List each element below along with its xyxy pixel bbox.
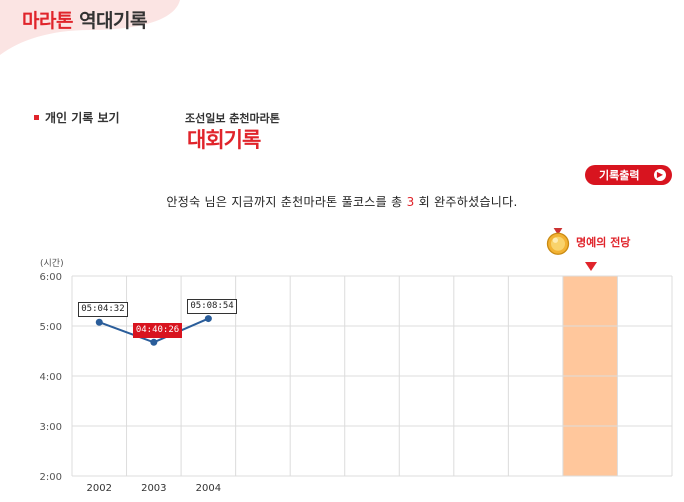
x-tick-label: 2004 (196, 483, 221, 494)
y-tick-label: 2:00 (40, 472, 62, 483)
data-point (204, 315, 212, 323)
y-tick-label: 4:00 (40, 372, 62, 383)
y-tick-label: 5:00 (40, 322, 62, 333)
y-tick-label: 3:00 (40, 422, 62, 433)
x-tick-label: 2002 (87, 483, 112, 494)
x-tick-label: 2003 (141, 483, 166, 494)
page-title-red: 마라톤 (22, 10, 73, 32)
completion-count: 3 (406, 195, 415, 209)
best-time-label: 04:40:26 (132, 323, 183, 339)
personal-records-link[interactable]: 개인 기록 보기 (34, 109, 120, 126)
arrow-right-icon: ▶ (654, 169, 666, 181)
page-title-dark: 역대기록 (79, 10, 147, 32)
event-title: 대회기록 (187, 128, 261, 152)
summary-suffix: 회 완주하셨습니다. (418, 195, 518, 209)
hall-of-fame-label: 명예의 전당 (576, 236, 631, 249)
header-decoration (0, 0, 180, 55)
print-record-label: 기록출력 (599, 169, 640, 182)
y-tick-label: 6:00 (40, 272, 62, 283)
time-label: 05:08:54 (187, 298, 237, 314)
page-title: 마라톤 역대기록 (22, 6, 147, 33)
bullet-icon (34, 115, 39, 120)
data-point (150, 338, 158, 346)
data-point (95, 318, 103, 326)
print-record-button[interactable]: 기록출력 ▶ (585, 165, 672, 185)
hall-of-fame[interactable]: 명예의 전당 (544, 228, 630, 256)
event-subtitle: 조선일보 춘천마라톤 (185, 112, 280, 125)
personal-records-label: 개인 기록 보기 (45, 111, 120, 125)
time-label: 05:04:32 (78, 302, 128, 318)
y-axis-unit: (시간) (40, 259, 64, 269)
down-arrow-icon (585, 262, 597, 271)
medal-icon (546, 228, 570, 255)
summary-prefix: 안정숙 님은 지금까지 춘천마라톤 풀코스를 총 (166, 195, 403, 209)
completion-summary: 안정숙 님은 지금까지 춘천마라톤 풀코스를 총 3 회 완주하셨습니다. (0, 193, 684, 210)
